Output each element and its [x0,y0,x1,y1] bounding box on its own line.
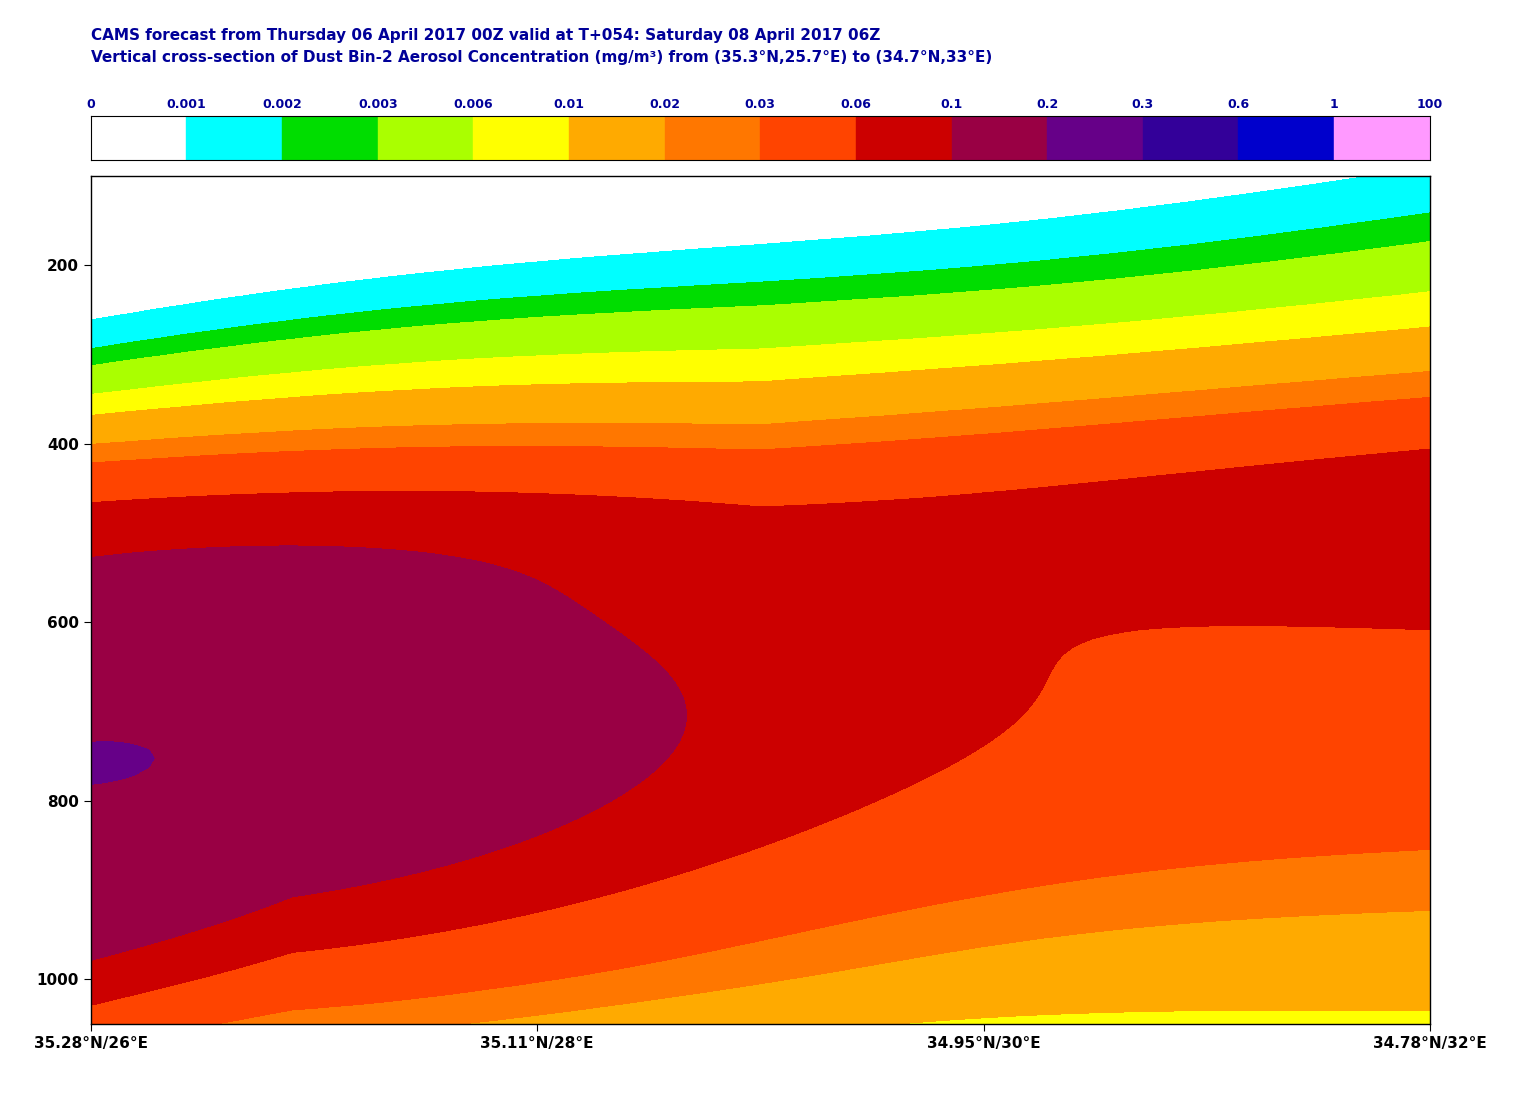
Bar [91,116,186,160]
Bar [1334,116,1430,160]
Bar [378,116,474,160]
Bar [569,116,664,160]
Text: Vertical cross-section of Dust Bin-2 Aerosol Concentration (mg/m³) from (35.3°N,: Vertical cross-section of Dust Bin-2 Aer… [91,50,993,65]
Bar [1047,116,1142,160]
Bar [186,116,281,160]
Bar [952,116,1047,160]
Bar [760,116,856,160]
Bar [664,116,760,160]
Text: CAMS forecast from Thursday 06 April 2017 00Z valid at T+054: Saturday 08 April : CAMS forecast from Thursday 06 April 201… [91,28,881,43]
Bar [281,116,378,160]
Bar [474,116,569,160]
Bar [1142,116,1239,160]
Bar [1239,116,1334,160]
Bar [856,116,952,160]
